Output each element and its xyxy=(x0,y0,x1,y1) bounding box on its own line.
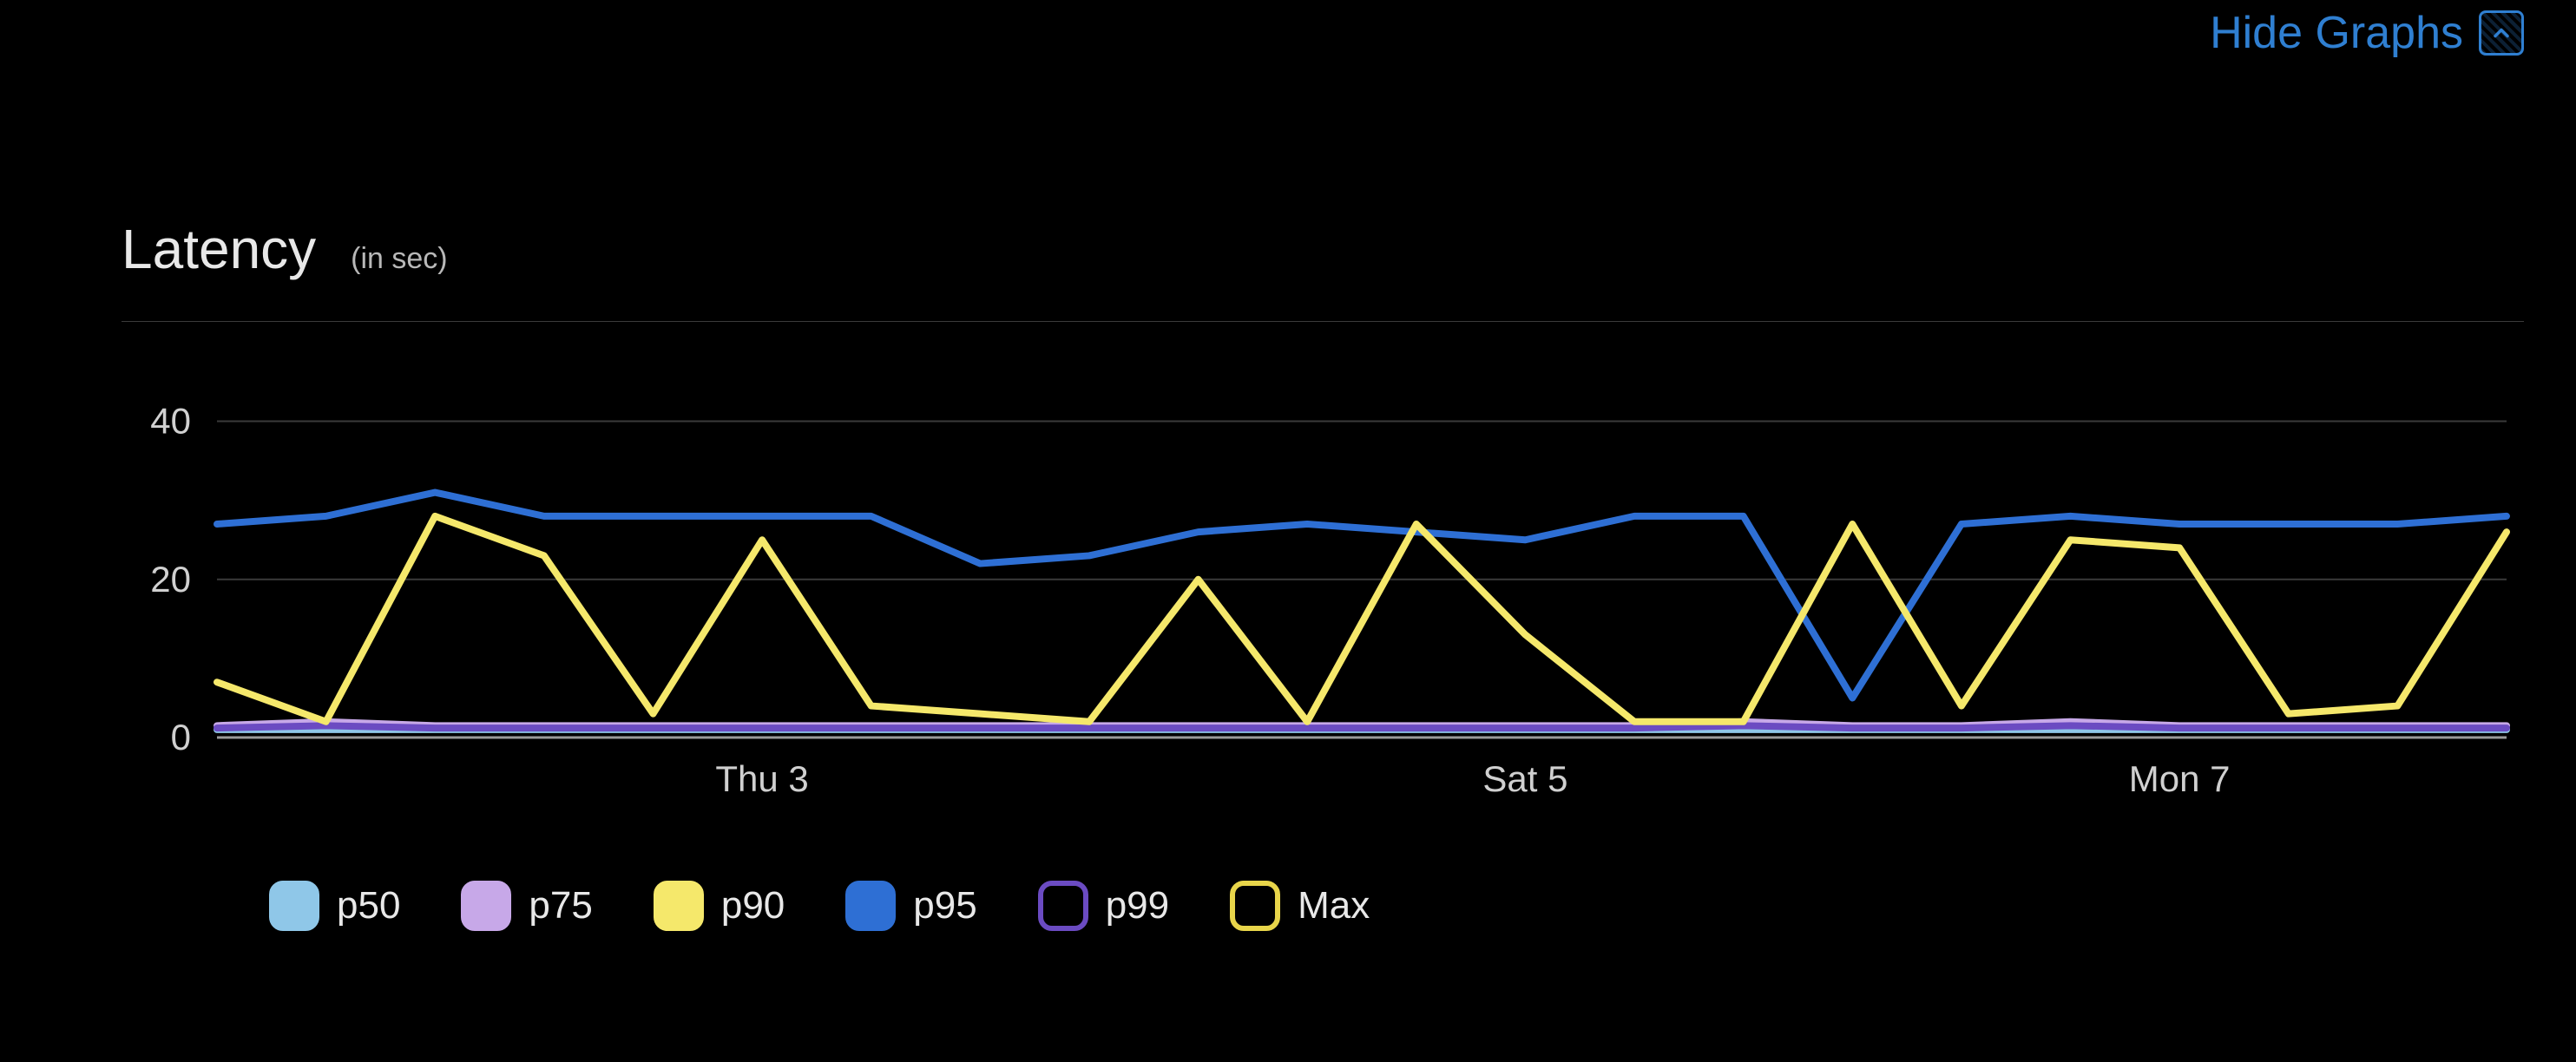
hide-graphs-button[interactable]: Hide Graphs xyxy=(2210,7,2524,59)
legend-swatch-p95 xyxy=(845,881,896,931)
legend-item-max[interactable]: Max xyxy=(1230,881,1370,931)
svg-text:Thu 3: Thu 3 xyxy=(715,758,808,799)
title-divider xyxy=(122,321,2524,322)
legend-item-p95[interactable]: p95 xyxy=(845,881,976,931)
svg-text:20: 20 xyxy=(150,559,191,600)
legend-label-p95: p95 xyxy=(913,884,976,928)
legend-item-p99[interactable]: p99 xyxy=(1038,881,1169,931)
legend-label-p99: p99 xyxy=(1106,884,1169,928)
chart-title: Latency xyxy=(122,217,316,281)
svg-text:40: 40 xyxy=(150,401,191,442)
legend-label-p90: p90 xyxy=(721,884,785,928)
legend-label-p50: p50 xyxy=(337,884,400,928)
chevron-up-icon xyxy=(2479,10,2524,56)
chart-subtitle: (in sec) xyxy=(351,242,447,276)
legend-item-p75[interactable]: p75 xyxy=(461,881,592,931)
legend-swatch-max xyxy=(1230,881,1280,931)
legend-swatch-p99 xyxy=(1038,881,1088,931)
svg-text:0: 0 xyxy=(171,717,191,757)
legend-label-p75: p75 xyxy=(529,884,592,928)
legend-label-max: Max xyxy=(1298,884,1370,928)
hide-graphs-label: Hide Graphs xyxy=(2210,7,2463,59)
svg-text:Mon 7: Mon 7 xyxy=(2129,758,2231,799)
chart-legend: p50 p75 p90 p95 p99 Max xyxy=(269,881,1370,931)
chart-title-row: Latency (in sec) xyxy=(122,217,448,281)
chart-panel: Hide Graphs Latency (in sec) 0 20 40 Thu 3 S… xyxy=(0,0,2576,1062)
legend-item-p90[interactable]: p90 xyxy=(654,881,785,931)
legend-swatch-p50 xyxy=(269,881,319,931)
latency-chart: 0 20 40 Thu 3 Sat 5 Mon 7 xyxy=(122,364,2524,807)
svg-text:Sat 5: Sat 5 xyxy=(1482,758,1567,799)
legend-swatch-p75 xyxy=(461,881,511,931)
legend-swatch-p90 xyxy=(654,881,704,931)
legend-item-p50[interactable]: p50 xyxy=(269,881,400,931)
